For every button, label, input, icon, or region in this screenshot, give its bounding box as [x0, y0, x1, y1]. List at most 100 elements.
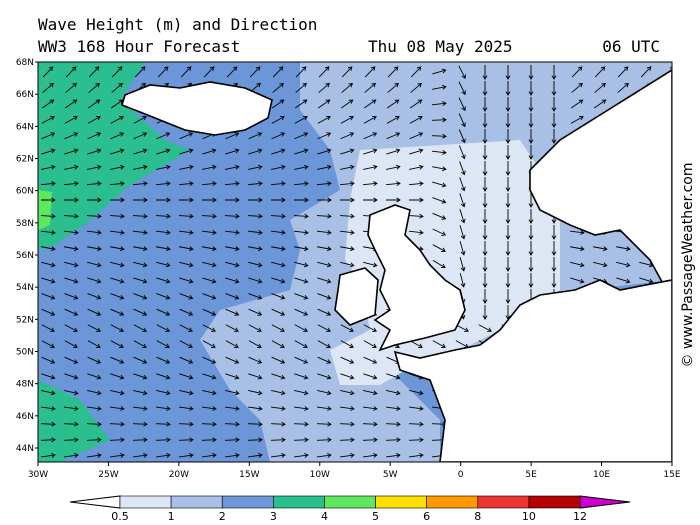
arrow	[432, 84, 447, 90]
arrow	[41, 389, 56, 396]
arrow	[339, 213, 355, 219]
arrow	[340, 373, 355, 380]
arrow	[482, 129, 488, 144]
arrow	[385, 421, 401, 427]
arrow	[505, 97, 511, 112]
arrow	[132, 181, 148, 187]
arrow	[203, 66, 215, 78]
arrow	[528, 209, 534, 224]
arrow	[202, 389, 217, 396]
arrow	[593, 261, 608, 268]
title: Wave Height (m) and Direction	[38, 15, 317, 34]
date: Thu 08 May 2025	[368, 37, 513, 56]
arrow	[386, 373, 401, 380]
arrow	[179, 261, 194, 268]
arrow	[386, 389, 401, 396]
colorbar-label: 6	[423, 510, 430, 523]
arrow	[409, 197, 424, 203]
arrow	[317, 356, 332, 364]
arrow	[87, 197, 102, 203]
arrow	[505, 209, 511, 224]
arrow	[528, 65, 534, 80]
arrow	[340, 99, 354, 109]
arrow	[459, 241, 466, 256]
arrow	[41, 373, 56, 380]
arrow	[40, 437, 56, 443]
arrow	[432, 228, 447, 236]
sea-band	[38, 190, 52, 230]
arrow	[458, 97, 466, 112]
arrow	[63, 437, 79, 443]
arrow	[134, 66, 146, 78]
arrow	[87, 373, 102, 380]
arrow	[340, 246, 355, 252]
lat-label: 60N	[16, 187, 34, 197]
arrow	[87, 308, 102, 316]
arrow	[110, 261, 125, 268]
arrow	[408, 181, 424, 187]
arrow	[432, 166, 447, 172]
lat-label: 56N	[16, 251, 34, 261]
arrow	[110, 308, 125, 316]
arrow	[64, 356, 79, 364]
arrow	[41, 356, 56, 364]
arrow	[317, 116, 331, 124]
arrow	[482, 81, 488, 96]
arrow	[179, 246, 194, 252]
arrow	[248, 261, 263, 268]
arrow	[64, 308, 79, 316]
arrow	[270, 213, 286, 219]
arrow	[294, 116, 308, 124]
arrow	[294, 246, 309, 252]
map	[38, 62, 672, 462]
arrow	[570, 99, 584, 109]
arrow	[317, 406, 332, 411]
sea-band	[38, 62, 190, 250]
arrow	[387, 66, 399, 78]
arrow	[386, 148, 401, 155]
arrow	[41, 116, 55, 124]
arrow	[271, 293, 286, 300]
arrow	[132, 437, 148, 443]
arrow	[156, 406, 171, 411]
arrow	[408, 421, 424, 427]
arrow	[294, 389, 309, 396]
arrow	[271, 261, 286, 268]
arrow	[248, 389, 263, 396]
arrow	[294, 99, 308, 109]
arrow	[41, 277, 56, 284]
arrow	[432, 181, 447, 188]
arrow	[270, 421, 286, 427]
arrow	[109, 437, 125, 443]
arrow	[458, 65, 466, 79]
arrow	[156, 324, 170, 332]
arrow	[178, 181, 194, 187]
arrow	[248, 356, 263, 364]
arrow	[340, 164, 355, 170]
arrow	[87, 132, 102, 140]
arrow	[179, 324, 193, 332]
arrow	[156, 148, 171, 155]
colorbar-cell	[426, 495, 479, 509]
arrow	[110, 389, 125, 396]
arrow	[109, 181, 125, 187]
arrow	[294, 164, 309, 170]
arrow	[110, 324, 124, 332]
arrow	[386, 453, 401, 458]
arrow	[133, 308, 148, 316]
arrow	[65, 66, 77, 78]
arrow	[133, 277, 148, 284]
arrow	[271, 164, 286, 170]
arrow	[458, 81, 466, 96]
arrow	[40, 213, 56, 219]
arrow	[528, 97, 534, 112]
arrow	[247, 230, 263, 235]
arrow	[179, 453, 194, 458]
arrow	[410, 66, 422, 78]
arrow	[571, 82, 583, 93]
arrow	[248, 340, 262, 348]
arrow	[87, 116, 101, 124]
arrow	[202, 340, 216, 348]
arrow	[64, 324, 78, 332]
arrow	[271, 148, 286, 155]
